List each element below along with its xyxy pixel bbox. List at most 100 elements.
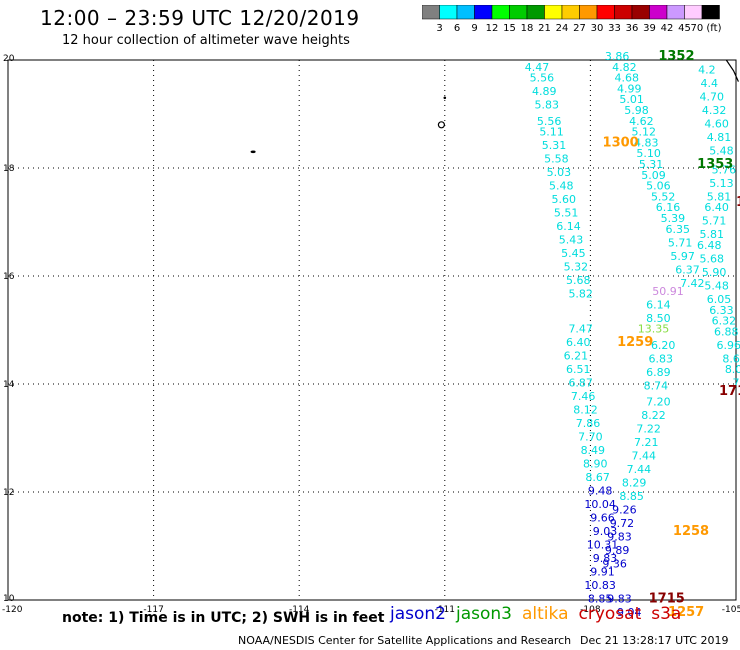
wave-height-value: 7.44 — [627, 463, 652, 476]
wave-height-value: 7.21 — [634, 436, 659, 449]
latitude-tick-label: 20 — [3, 54, 15, 64]
longitude-tick-label: -111 — [435, 605, 455, 615]
wave-height-value: 5.03 — [547, 166, 572, 179]
wave-height-value: 6.88 — [714, 325, 739, 338]
wave-height-value: 5.31 — [639, 158, 664, 171]
latitude-tick-label: 10 — [3, 594, 15, 604]
wave-height-value: 5.09 — [641, 169, 666, 182]
island-shape — [437, 121, 446, 129]
wave-height-value: 5.10 — [636, 147, 661, 160]
wave-height-value: 5.52 — [651, 190, 676, 203]
wave-height-value: 6.40 — [704, 201, 729, 214]
wave-height-value: 10.04 — [584, 498, 616, 511]
wave-height-value: 6.87 — [568, 377, 593, 390]
wave-height-value: 6.14 — [646, 298, 671, 311]
coastline — [725, 59, 739, 82]
wave-height-value: 5.76 — [712, 163, 737, 176]
pass-time-label: 1353 — [697, 157, 733, 172]
wave-height-value: 4.83 — [634, 136, 659, 149]
wave-height-value: 6.33 — [709, 304, 734, 317]
wave-height-value: 4.81 — [707, 131, 732, 144]
wave-height-value: 9.83 — [607, 531, 632, 544]
wave-height-value: 8.6 — [722, 352, 740, 365]
color-scale-label: 6 — [454, 23, 460, 34]
wave-height-value: 5.31 — [542, 139, 567, 152]
wave-height-value: 5.06 — [646, 180, 671, 193]
wave-height-value: 6.83 — [649, 352, 674, 365]
color-scale-legend: 3 6 9 12 15 18 21 24 27 30 33 36 39 42 45 70 (ft) — [422, 5, 722, 34]
pass-time-label: 1352 — [658, 49, 694, 64]
latitude-tick-label: 14 — [3, 380, 15, 390]
color-scale-label: 45 — [678, 23, 691, 34]
latitude-tick-label: 18 — [3, 164, 15, 174]
wave-height-value: 13.35 — [638, 323, 670, 336]
color-scale-label: 24 — [556, 23, 569, 34]
color-scale-label: 3 — [436, 23, 442, 34]
color-scale-label: 21 — [538, 23, 551, 34]
satellite-legend-item: cryosat — [578, 604, 642, 624]
wave-height-value: 5.13 — [709, 177, 734, 190]
color-scale-label: 42 — [661, 23, 674, 34]
wave-height-value: 3.86 — [605, 50, 630, 63]
wave-height-value: 6.21 — [564, 350, 589, 363]
pass-time-label: 1257 — [668, 605, 704, 620]
wave-height-value: 7.47 — [568, 323, 593, 336]
wave-height-value: 8.22 — [641, 409, 666, 422]
wave-height-value: 9.04 — [617, 606, 642, 619]
wave-height-value: 5.01 — [619, 93, 644, 106]
wave-height-value: 4.68 — [615, 72, 640, 85]
color-scale-label: 39 — [643, 23, 656, 34]
longitude-tick-label: -114 — [289, 605, 310, 615]
wave-height-value: 9.48 — [588, 485, 613, 498]
wave-height-value: 8.67 — [585, 471, 610, 484]
wave-height-value: 6.35 — [666, 223, 691, 236]
wave-height-value: 4.47 — [525, 61, 550, 74]
wave-height-value: 6.40 — [566, 336, 591, 349]
wave-height-value: 5.68 — [566, 274, 591, 287]
wave-height-value: 6.89 — [646, 366, 671, 379]
color-scale-label: 36 — [626, 23, 639, 34]
wave-height-value: 5.97 — [670, 250, 695, 263]
pass-time-label: 1 — [736, 195, 740, 210]
wave-height-value: 6.96 — [716, 339, 740, 352]
wave-height-value: 5.56 — [537, 115, 562, 128]
wave-height-value: 4.99 — [617, 82, 642, 95]
wave-height-value: 4.32 — [702, 104, 727, 117]
page-subtitle: 12 hour collection of altimeter wave hei… — [62, 33, 350, 48]
wave-height-value: 4.70 — [699, 91, 724, 104]
longitude-tick-label: -105 — [722, 605, 740, 615]
wave-height-value: 9.83 — [607, 593, 632, 606]
color-scale-label: 33 — [608, 23, 621, 34]
wave-height-value: 8.49 — [581, 444, 606, 457]
wave-height-value: 5.58 — [544, 153, 569, 166]
wave-height-value: 8.85 — [619, 490, 644, 503]
color-scale-label: 12 — [486, 23, 499, 34]
wave-height-value: 4.2 — [698, 64, 716, 77]
longitude-tick-label: -108 — [580, 605, 601, 615]
units-note: note: 1) Time is in UTC; 2) SWH is in fe… — [62, 610, 385, 626]
satellite-legend-item: s3a — [651, 604, 682, 624]
wave-height-value: 5.81 — [699, 228, 724, 241]
page-title: 12:00 – 23:59 UTC 12/20/2019 — [40, 6, 360, 30]
wave-height-value: 8.50 — [646, 312, 671, 325]
longitude-tick-label: -120 — [2, 605, 23, 615]
wave-height-value: 9.89 — [605, 544, 630, 557]
wave-height-value: 8.85 — [588, 593, 613, 606]
wave-height-value: 7.46 — [571, 390, 596, 403]
pass-time-label: 1715 — [649, 592, 685, 607]
wave-height-value: 9.91 — [590, 566, 615, 579]
wave-height-value: 5.98 — [624, 104, 649, 117]
map-frame — [7, 59, 737, 601]
wave-height-value: 6.48 — [697, 239, 722, 252]
wave-height-value: 4.89 — [532, 85, 557, 98]
wave-height-value: 6.05 — [707, 293, 732, 306]
wave-height-value: 10.83 — [584, 579, 616, 592]
wave-height-value: 7 — [733, 377, 740, 390]
pass-time-label: 1714 — [719, 384, 740, 399]
wave-height-value: 5.71 — [702, 215, 727, 228]
wave-height-value: 5.81 — [707, 190, 732, 203]
wave-height-value: 8.12 — [573, 404, 598, 417]
wave-height-value: 4.82 — [612, 61, 637, 74]
wave-height-value: 5.39 — [661, 212, 686, 225]
wave-height-value: 8.29 — [622, 477, 647, 490]
